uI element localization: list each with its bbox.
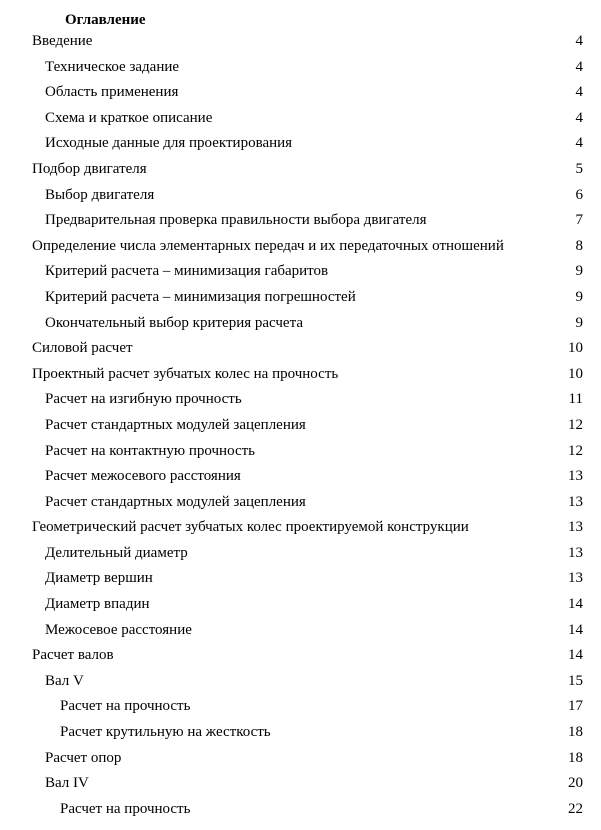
toc-entry-page-number: 13	[568, 570, 583, 587]
toc-entry-page-number: 13	[568, 519, 583, 536]
toc-entry-page-number: 15	[568, 672, 583, 689]
toc-entry-label[interactable]: Введение	[32, 33, 93, 49]
toc-entry-label[interactable]: Диаметр впадин	[45, 596, 150, 613]
toc-entry[interactable]: Расчет на контактную прочность 12	[0, 439, 601, 465]
toc-entry-page-number: 8	[575, 237, 584, 254]
toc-entry-label[interactable]: Межосевое расстояние	[45, 621, 192, 638]
toc-entry-label[interactable]: Предварительная проверка правильности вы…	[45, 212, 427, 229]
toc-entry-label[interactable]: Расчет на прочность	[60, 698, 191, 715]
toc-entry[interactable]: Введение 4	[0, 29, 601, 55]
toc-entry[interactable]: Определение числа элементарных передач и…	[0, 234, 601, 260]
toc-entry-label[interactable]: Расчет стандартных модулей зацепления	[45, 493, 306, 510]
toc-entry-page-number: 4	[575, 135, 584, 152]
toc-entry-page-number: 9	[575, 288, 584, 305]
toc-entry-page-number: 9	[575, 263, 584, 280]
toc-entry-page-number: 12	[568, 442, 583, 459]
toc-entry-label[interactable]: Окончательный выбор критерия расчета	[45, 314, 303, 331]
toc-entry-page-number: 6	[575, 186, 584, 203]
toc-entry-page-number: 13	[568, 468, 583, 485]
toc-entry-page-number: 7	[575, 212, 584, 229]
toc-entry[interactable]: Расчет межосевого расстояния 13	[0, 464, 601, 490]
toc-entry[interactable]: Расчет стандартных модулей зацепления 12	[0, 413, 601, 439]
toc-entry[interactable]: Делительный диаметр 13	[0, 541, 601, 567]
toc-entry-page-number: 14	[568, 621, 583, 638]
toc-entry[interactable]: Диаметр впадин 14	[0, 592, 601, 618]
toc-entry-page-number: 18	[568, 749, 583, 766]
toc-entry[interactable]: Вал V 15	[0, 669, 601, 695]
toc-entry-page-number: 17	[568, 698, 583, 715]
toc-entry-label[interactable]: Делительный диаметр	[45, 544, 188, 561]
toc-entry-label[interactable]: Критерий расчета – минимизация габаритов	[45, 263, 329, 280]
toc-entry[interactable]: Область применения 4	[0, 80, 601, 106]
toc-entry-page-number: 14	[568, 596, 583, 613]
toc-entry[interactable]: Расчет крутильную на жесткость 18	[0, 720, 601, 746]
toc-entry-label[interactable]: Область применения	[45, 84, 179, 101]
toc-entry-page-number: 4	[575, 84, 584, 101]
toc-entry[interactable]: Расчет валов 14	[0, 643, 601, 669]
toc-entry-page-number: 5	[575, 160, 584, 177]
toc-entry-page-number: 18	[568, 724, 583, 741]
toc-entry[interactable]: Проектный расчет зубчатых колес на прочн…	[0, 362, 601, 388]
toc-entry-label[interactable]: Расчет на изгибную прочность	[45, 391, 242, 408]
toc-entry-page-number: 10	[568, 365, 583, 382]
toc-entry-label[interactable]: Расчет на прочность	[60, 800, 191, 817]
toc-entry-label[interactable]: Вал V	[45, 672, 84, 689]
toc-entry-label[interactable]: Расчет крутильную на жесткость	[60, 724, 271, 741]
toc-entry-page-number: 13	[568, 544, 583, 561]
toc-entry[interactable]: Критерий расчета – минимизация погрешнос…	[0, 285, 601, 311]
table-of-contents: Введение 4 Техническое задание 4 Область при…	[0, 29, 601, 822]
toc-entry-page-number: 12	[568, 416, 583, 433]
toc-entry-page-number: 9	[575, 314, 584, 331]
toc-entry[interactable]: Техническое задание 4	[0, 55, 601, 81]
toc-entry[interactable]: Межосевое расстояние 14	[0, 618, 601, 644]
toc-entry-label[interactable]: Вал IV	[45, 775, 89, 792]
toc-entry-label[interactable]: Диаметр вершин	[45, 570, 153, 587]
toc-entry[interactable]: Расчет опор 18	[0, 746, 601, 772]
toc-entry[interactable]: Критерий расчета – минимизация габаритов…	[0, 259, 601, 285]
toc-entry[interactable]: Расчет на прочность 22	[0, 797, 601, 823]
toc-entry-label[interactable]: Проектный расчет зубчатых колес на прочн…	[32, 365, 339, 382]
toc-entry[interactable]: Расчет стандартных модулей зацепления 13	[0, 490, 601, 516]
toc-entry-page-number: 4	[575, 109, 584, 126]
toc-entry-label[interactable]: Расчет стандартных модулей зацепления	[45, 416, 306, 433]
toc-entry-label[interactable]: Техническое задание	[45, 58, 180, 75]
toc-entry[interactable]: Геометрический расчет зубчатых колес про…	[0, 515, 601, 541]
toc-entry[interactable]: Предварительная проверка правильности вы…	[0, 208, 601, 234]
toc-entry[interactable]: Диаметр вершин 13	[0, 566, 601, 592]
toc-entry[interactable]: Расчет на изгибную прочность 11	[0, 387, 601, 413]
toc-entry-page-number: 4	[575, 33, 584, 49]
toc-entry-page-number: 20	[568, 775, 583, 792]
toc-entry[interactable]: Выбор двигателя 6	[0, 183, 601, 209]
toc-entry-page-number: 14	[568, 647, 583, 664]
toc-entry-page-number: 11	[568, 391, 583, 408]
toc-entry-label[interactable]: Схема и краткое описание	[45, 109, 213, 126]
toc-entry-label[interactable]: Определение числа элементарных передач и…	[32, 237, 504, 254]
toc-entry[interactable]: Окончательный выбор критерия расчета 9	[0, 311, 601, 337]
toc-entry-page-number: 10	[568, 340, 583, 357]
toc-entry-label[interactable]: Расчет межосевого расстояния	[45, 468, 241, 485]
toc-title: Оглавление	[65, 12, 146, 28]
toc-entry[interactable]: Силовой расчет 10	[0, 336, 601, 362]
toc-entry-label[interactable]: Расчет опор	[45, 749, 122, 766]
toc-entry[interactable]: Схема и краткое описание 4	[0, 106, 601, 132]
toc-entry-label[interactable]: Расчет валов	[32, 647, 114, 664]
toc-entry[interactable]: Расчет на прочность 17	[0, 694, 601, 720]
toc-entry[interactable]: Вал IV 20	[0, 771, 601, 797]
toc-entry-label[interactable]: Подбор двигателя	[32, 160, 147, 177]
toc-entry[interactable]: Подбор двигателя 5	[0, 157, 601, 183]
toc-entry[interactable]: Исходные данные для проектирования 4	[0, 131, 601, 157]
toc-entry-label[interactable]: Исходные данные для проектирования	[45, 135, 293, 152]
toc-entry-label[interactable]: Силовой расчет	[32, 340, 133, 357]
toc-entry-label[interactable]: Выбор двигателя	[45, 186, 155, 203]
toc-entry-page-number: 13	[568, 493, 583, 510]
toc-entry-label[interactable]: Геометрический расчет зубчатых колес про…	[32, 519, 469, 536]
toc-entry-label[interactable]: Критерий расчета – минимизация погрешнос…	[45, 288, 356, 305]
toc-entry-page-number: 22	[568, 800, 583, 817]
toc-entry-page-number: 4	[575, 58, 584, 75]
toc-entry-label[interactable]: Расчет на контактную прочность	[45, 442, 256, 459]
